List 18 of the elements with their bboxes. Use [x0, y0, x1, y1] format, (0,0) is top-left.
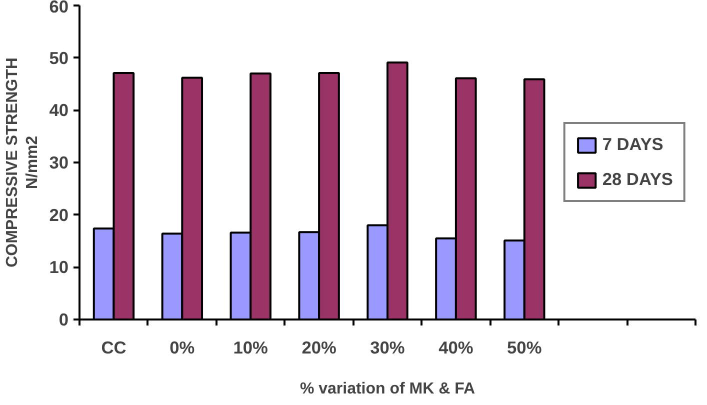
x-tick-label: CC — [101, 338, 127, 358]
y-tick-label: 10 — [49, 257, 69, 278]
legend-label: 7 DAYS — [602, 134, 664, 155]
x-tick-label: 10% — [233, 338, 268, 358]
y-axis-title: COMPRESSIVE STRENGTH N/mm2 — [4, 58, 42, 268]
y-tick-label: 0 — [58, 310, 69, 330]
x-tick-label: 30% — [370, 338, 405, 358]
x-tick-label: 0% — [170, 338, 195, 358]
legend-label: 28 DAYS — [602, 169, 673, 190]
y-tick-label: 30 — [49, 152, 69, 172]
x-axis-title: % variation of MK & FA — [300, 380, 476, 398]
y-tick-label: 20 — [49, 204, 69, 225]
y-tick-label: 50 — [49, 48, 69, 68]
x-tick-label: 20% — [302, 338, 336, 358]
x-tick-label: 40% — [438, 338, 474, 358]
x-tick-label: 50% — [507, 338, 542, 358]
y-tick-label: 40 — [49, 100, 69, 120]
y-tick-label: 60 — [49, 0, 69, 16]
